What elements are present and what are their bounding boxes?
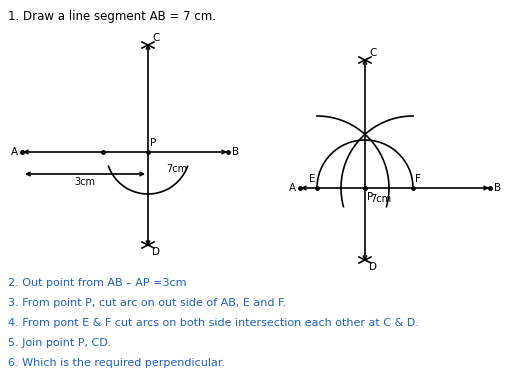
Text: 2. Out point from AB – AP =3cm: 2. Out point from AB – AP =3cm xyxy=(8,278,187,288)
Text: 4. From pont E & F cut arcs on both side intersection each other at C & D.: 4. From pont E & F cut arcs on both side… xyxy=(8,318,419,328)
Text: P: P xyxy=(367,192,373,202)
Text: 7cm: 7cm xyxy=(166,164,187,174)
Text: D: D xyxy=(369,262,377,272)
Text: 7cm: 7cm xyxy=(370,194,391,204)
Text: 3. From point P, cut arc on out side of AB, E and F.: 3. From point P, cut arc on out side of … xyxy=(8,298,286,308)
Text: 1. Draw a line segment AB = 7 cm.: 1. Draw a line segment AB = 7 cm. xyxy=(8,10,216,23)
Text: C: C xyxy=(152,33,159,43)
Text: 5. Join point P, CD.: 5. Join point P, CD. xyxy=(8,338,112,348)
Text: E: E xyxy=(309,174,316,184)
Text: F: F xyxy=(415,174,421,184)
Text: P: P xyxy=(150,138,156,148)
Text: A: A xyxy=(11,147,18,157)
Text: 6. Which is the required perpendicular.: 6. Which is the required perpendicular. xyxy=(8,358,225,368)
Text: C: C xyxy=(369,48,376,58)
Text: B: B xyxy=(232,147,239,157)
Text: B: B xyxy=(494,183,501,193)
Text: D: D xyxy=(152,247,160,257)
Text: A: A xyxy=(289,183,296,193)
Text: 3cm: 3cm xyxy=(75,177,96,187)
